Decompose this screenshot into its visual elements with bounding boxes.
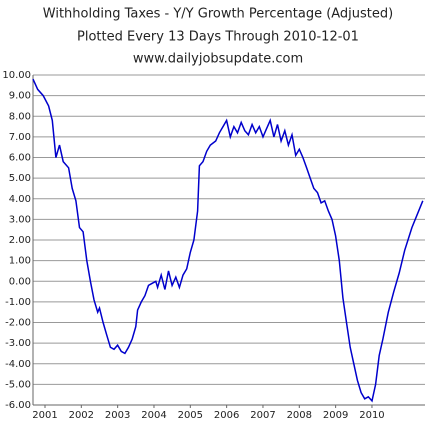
x-tick-label: 2007 [250,410,275,421]
line [32,78,424,403]
y-tick-label: 8.00 [9,111,31,122]
y-tick-label: 9.00 [9,91,31,102]
y-tick-label: -4.00 [5,359,31,370]
y-tick-label: 3.00 [9,214,31,225]
y-tick-label: -2.00 [5,318,31,329]
y-tick-label: 5.00 [9,173,31,184]
y-tick-label: -3.00 [5,338,31,349]
y-tick-label: 4.00 [9,194,31,205]
y-tick-label: 7.00 [9,132,31,143]
y-tick-label: 0.00 [9,276,31,287]
y-tick-label: -6.00 [5,400,31,411]
y-tick-label: 10.00 [2,70,31,81]
x-tick-label: 2004 [141,410,166,421]
y-tick-label: 6.00 [9,153,31,164]
x-tick-label: 2010 [359,410,384,421]
x-tick-label: 2005 [178,410,203,421]
chart-title: Withholding Taxes - Y/Y Growth Percentag… [43,7,393,22]
chart-subtitle: Plotted Every 13 Days Through 2010-12-01 [77,30,359,45]
x-tick-label: 2001 [32,410,57,421]
y-tick-label: 1.00 [9,256,31,267]
x-tick-label: 2002 [69,410,94,421]
y-tick-label: 2.00 [9,235,31,246]
x-tick-label: 2009 [323,410,348,421]
x-tick-label: 2008 [287,410,312,421]
x-tick-label: 2006 [214,410,239,421]
y-tick-label: -5.00 [5,379,31,390]
x-tick-label: 2003 [105,410,130,421]
chart-source: www.dailyjobsupdate.com [133,52,303,67]
y-tick-label: -1.00 [5,297,31,308]
